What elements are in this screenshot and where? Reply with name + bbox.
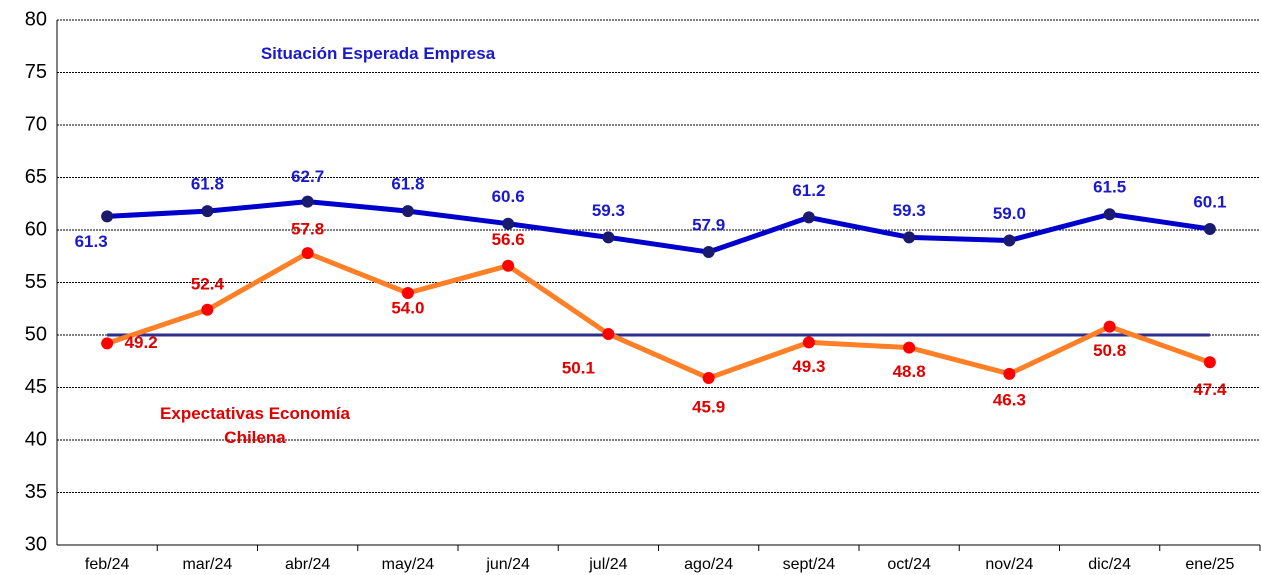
y-tick-label: 40 — [25, 428, 47, 450]
y-tick-label: 60 — [25, 218, 47, 240]
data-point — [903, 231, 916, 244]
x-tick-label: nov/24 — [985, 556, 1033, 573]
data-point — [301, 195, 314, 208]
series-line — [106, 199, 1211, 255]
data-label: 49.3 — [792, 357, 825, 376]
x-tick-label: ago/24 — [684, 556, 733, 573]
x-tick-label: dic/24 — [1088, 556, 1131, 573]
data-point — [903, 341, 916, 354]
x-tick-label: sept/24 — [783, 556, 836, 573]
data-label: 50.1 — [562, 358, 595, 377]
data-point — [401, 205, 414, 218]
y-tick-label: 75 — [25, 61, 47, 83]
x-tick-label: ene/25 — [1185, 556, 1234, 573]
data-label: 57.9 — [692, 216, 725, 235]
y-tick-label: 35 — [25, 481, 47, 503]
data-label: 52.4 — [191, 274, 225, 293]
data-label: 45.9 — [692, 398, 725, 417]
data-label: 61.8 — [191, 175, 224, 194]
y-tick-label: 45 — [25, 376, 47, 398]
series-annotation: Situación Esperada Empresa — [260, 44, 496, 63]
data-label: 48.8 — [893, 362, 926, 381]
data-point — [502, 259, 515, 272]
data-point — [702, 246, 715, 259]
data-label: 46.3 — [993, 390, 1026, 409]
data-point — [702, 372, 715, 385]
data-label: 47.4 — [1193, 380, 1227, 399]
data-point — [802, 211, 815, 224]
y-tick-label: 70 — [25, 113, 47, 135]
data-point — [1003, 234, 1016, 247]
data-point — [1103, 320, 1116, 333]
data-label: 50.8 — [1093, 341, 1126, 360]
data-label: 59.0 — [993, 204, 1026, 223]
y-tick-label: 80 — [25, 8, 47, 30]
data-point — [1103, 208, 1116, 221]
data-point — [1203, 356, 1216, 369]
data-point — [101, 210, 114, 223]
data-point — [1203, 222, 1216, 235]
data-label: 59.3 — [893, 201, 926, 220]
y-tick-label: 30 — [25, 533, 47, 555]
data-label: 59.3 — [592, 201, 625, 220]
x-tick-label: jun/24 — [485, 556, 530, 573]
data-point — [201, 205, 214, 218]
data-label: 60.6 — [492, 187, 525, 206]
data-point — [602, 231, 615, 244]
x-tick-label: feb/24 — [85, 556, 130, 573]
y-tick-label: 55 — [25, 271, 47, 293]
data-label: 61.8 — [391, 175, 424, 194]
data-point — [401, 287, 414, 299]
series-line — [106, 250, 1211, 381]
data-label: 61.2 — [792, 181, 825, 200]
data-point — [201, 303, 214, 316]
data-label: 61.3 — [75, 232, 108, 251]
data-point — [301, 247, 314, 260]
data-label: 56.6 — [492, 230, 525, 249]
y-tick-label: 65 — [25, 166, 47, 188]
x-tick-label: may/24 — [382, 556, 435, 573]
data-label: 60.1 — [1193, 192, 1226, 211]
x-tick-label: abr/24 — [285, 556, 330, 573]
x-tick-label: mar/24 — [182, 556, 232, 573]
data-label: 62.7 — [291, 167, 324, 186]
data-label: 49.2 — [125, 333, 158, 352]
data-point — [1003, 367, 1016, 380]
data-label: 54.0 — [391, 298, 424, 317]
data-point — [602, 327, 615, 340]
data-point — [802, 336, 815, 349]
data-point — [101, 337, 114, 350]
data-label: 57.8 — [291, 220, 324, 239]
data-label: 61.5 — [1093, 178, 1126, 197]
y-tick-label: 50 — [25, 323, 47, 345]
x-tick-label: jul/24 — [588, 556, 627, 573]
data-point — [502, 217, 515, 230]
series-annotation: Expectativas Economía Chilena — [160, 404, 350, 447]
x-tick-label: oct/24 — [887, 556, 931, 573]
